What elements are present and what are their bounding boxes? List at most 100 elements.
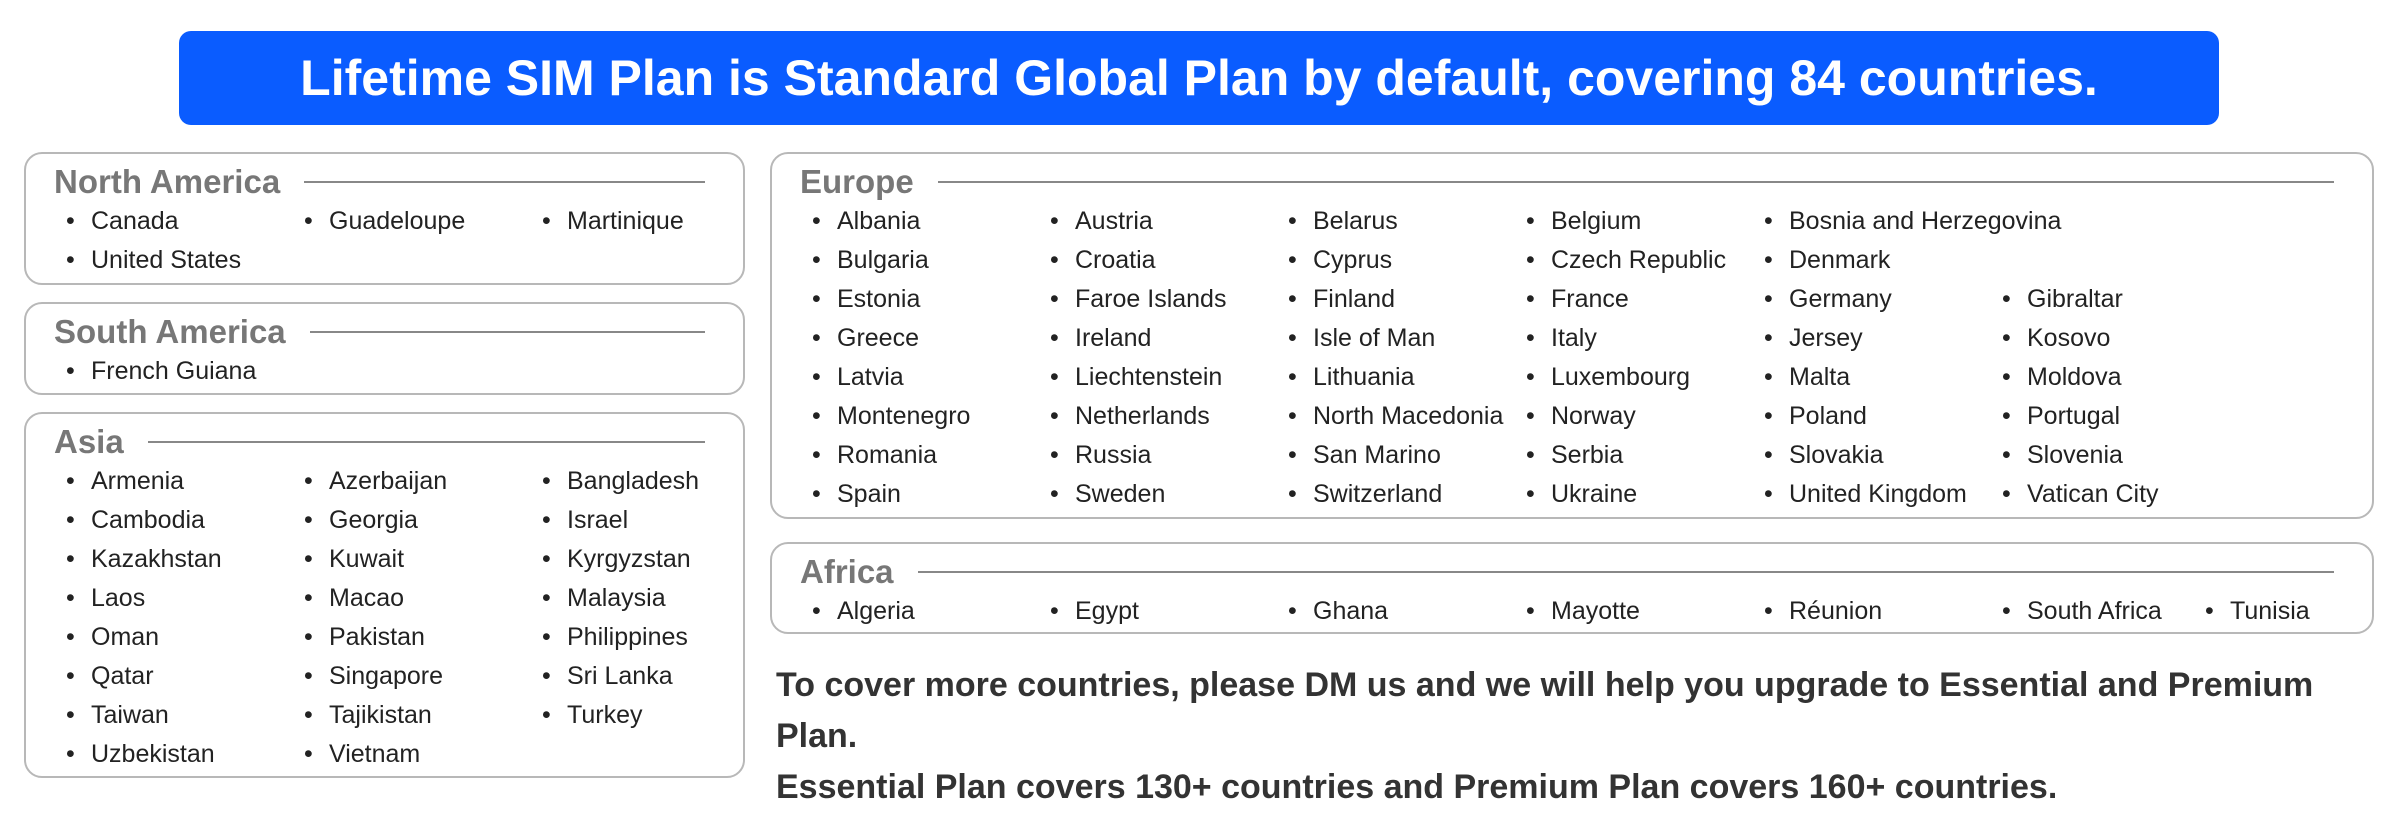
country: Ireland — [1038, 324, 1276, 353]
country: Turkey — [530, 701, 768, 730]
country: Ghana — [1276, 597, 1514, 626]
country-row: BulgariaCroatiaCyprusCzech RepublicDenma… — [800, 241, 2372, 280]
country-row: ArmeniaAzerbaijanBangladesh — [54, 462, 743, 501]
country: Sri Lanka — [530, 662, 768, 691]
country: Cambodia — [54, 506, 292, 535]
country: Algeria — [800, 597, 1038, 626]
country: Isle of Man — [1276, 324, 1514, 353]
country: Qatar — [54, 662, 292, 691]
country-row: AlgeriaEgyptGhanaMayotteRéunionSouth Afr… — [800, 592, 2372, 631]
country: Belgium — [1514, 207, 1752, 236]
country-row: UzbekistanVietnam — [54, 735, 743, 774]
country: Kosovo — [1990, 324, 2228, 353]
country: Georgia — [292, 506, 530, 535]
country: Singapore — [292, 662, 530, 691]
country: Bosnia and Herzegovina — [1752, 207, 2061, 236]
country: Tajikistan — [292, 701, 530, 730]
country: San Marino — [1276, 441, 1514, 470]
region-box: AsiaArmeniaAzerbaijanBangladeshCambodiaG… — [24, 412, 745, 778]
country: Croatia — [1038, 246, 1276, 275]
country: Serbia — [1514, 441, 1752, 470]
country: Romania — [800, 441, 1038, 470]
country: Slovakia — [1752, 441, 1990, 470]
region-title: Europe — [800, 162, 2372, 202]
country: Cyprus — [1276, 246, 1514, 275]
region-box: North AmericaCanadaGuadeloupeMartinique U… — [24, 152, 745, 285]
country: Armenia — [54, 467, 292, 496]
region-title: Asia — [54, 422, 743, 462]
country-row: KazakhstanKuwaitKyrgyzstan — [54, 540, 743, 579]
footer-line: To cover more countries, please DM us an… — [776, 666, 2314, 755]
country: Gibraltar — [1990, 285, 2228, 314]
country: Kyrgyzstan — [530, 545, 768, 574]
country: Czech Republic — [1514, 246, 1752, 275]
country: Spain — [800, 480, 1038, 509]
country: Malta — [1752, 363, 1990, 392]
country: Martinique — [530, 207, 768, 236]
country: Finland — [1276, 285, 1514, 314]
country: Russia — [1038, 441, 1276, 470]
country-row: AlbaniaAustriaBelarusBelgiumBosnia and H… — [800, 202, 2372, 241]
country: France — [1514, 285, 1752, 314]
country: Bangladesh — [530, 467, 768, 496]
country: Austria — [1038, 207, 1276, 236]
country: Kazakhstan — [54, 545, 292, 574]
country-row: TaiwanTajikistanTurkey — [54, 696, 743, 735]
country: Uzbekistan — [54, 740, 292, 769]
country: Lithuania — [1276, 363, 1514, 392]
banner: Lifetime SIM Plan is Standard Global Pla… — [179, 31, 2219, 125]
country: Israel — [530, 506, 768, 535]
country: Guadeloupe — [292, 207, 530, 236]
country: Greece — [800, 324, 1038, 353]
country: Sweden — [1038, 480, 1276, 509]
country: Azerbaijan — [292, 467, 530, 496]
country: Réunion — [1752, 597, 1990, 626]
country: Tunisia — [2193, 597, 2400, 626]
country-row: LaosMacaoMalaysia — [54, 579, 743, 618]
country: Belarus — [1276, 207, 1514, 236]
country: Germany — [1752, 285, 1990, 314]
country: North Macedonia — [1276, 402, 1514, 431]
region-box: EuropeAlbaniaAustriaBelarusBelgiumBosnia… — [770, 152, 2374, 519]
country: Netherlands — [1038, 402, 1276, 431]
country: Jersey — [1752, 324, 1990, 353]
country: Bulgaria — [800, 246, 1038, 275]
country: Vietnam — [292, 740, 530, 769]
country-row: RomaniaRussiaSan MarinoSerbiaSlovakiaSlo… — [800, 436, 2372, 475]
country: Oman — [54, 623, 292, 652]
country: Italy — [1514, 324, 1752, 353]
country: Latvia — [800, 363, 1038, 392]
country: French Guiana — [54, 357, 292, 386]
country: Montenegro — [800, 402, 1038, 431]
country-row: GreeceIrelandIsle of ManItalyJerseyKosov… — [800, 319, 2372, 358]
country: Faroe Islands — [1038, 285, 1276, 314]
country: Mayotte — [1514, 597, 1752, 626]
region-box: AfricaAlgeriaEgyptGhanaMayotteRéunionSou… — [770, 542, 2374, 634]
country-row: EstoniaFaroe IslandsFinlandFranceGermany… — [800, 280, 2372, 319]
country: Norway — [1514, 402, 1752, 431]
country: Taiwan — [54, 701, 292, 730]
footer-line: Essential Plan covers 130+ countries and… — [776, 768, 2058, 806]
country: Luxembourg — [1514, 363, 1752, 392]
region-box: South America French Guiana — [24, 302, 745, 395]
country: Switzerland — [1276, 480, 1514, 509]
country: Vatican City — [1990, 480, 2228, 509]
country-row: CambodiaGeorgiaIsrael — [54, 501, 743, 540]
country: Macao — [292, 584, 530, 613]
country: Canada — [54, 207, 292, 236]
region-title: North America — [54, 162, 743, 202]
country: Portugal — [1990, 402, 2228, 431]
country-row: MontenegroNetherlandsNorth MacedoniaNorw… — [800, 397, 2372, 436]
country-row: LatviaLiechtensteinLithuaniaLuxembourgMa… — [800, 358, 2372, 397]
region-title: Africa — [800, 552, 2372, 592]
country-row: United States — [54, 241, 743, 280]
country: Liechtenstein — [1038, 363, 1276, 392]
country: Slovenia — [1990, 441, 2228, 470]
region-title: South America — [54, 312, 743, 352]
country: Laos — [54, 584, 292, 613]
country: Pakistan — [292, 623, 530, 652]
country: Philippines — [530, 623, 768, 652]
country: Estonia — [800, 285, 1038, 314]
footer: To cover more countries, please DM us an… — [776, 660, 2400, 813]
